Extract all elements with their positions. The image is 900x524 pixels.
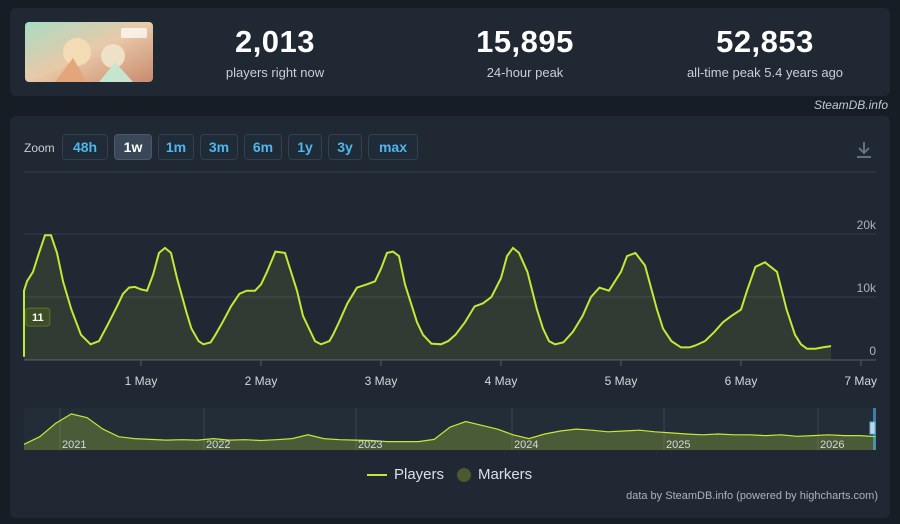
players-series-line [23,234,832,357]
navigator-line [23,413,877,445]
navigator-year-label: 2021 [62,439,86,451]
marker-label: 11 [32,312,44,324]
game-thumbnail[interactable] [25,22,153,82]
navigator-grip-handle [869,421,876,435]
legend-markers-label: Markers [478,466,533,483]
all-time-peak-label: all-time peak 5.4 years ago [686,65,844,80]
steamdb-credit-link[interactable]: SteamDB.info [813,98,888,112]
zoom-label: Zoom [24,141,55,155]
y-tick-label: 10k [857,281,877,295]
zoom-button-1m[interactable]: 1m [158,134,194,160]
grid-lines [24,171,876,361]
zoom-button-1y[interactable]: 1y [288,134,322,160]
navigator-year-label: 2023 [358,439,382,451]
highcharts-credit[interactable]: data by SteamDB.info (powered by highcha… [626,490,878,502]
x-tick-label: 7 May [844,374,877,388]
legend-dot-icon [457,467,471,482]
stat-24h-peak: 15,895 24-hour peak [450,24,600,80]
chart-panel: Zoom 48h 1w 1m 3m 6m 1y 3y max 0 10k 20k 1… [10,116,890,518]
stat-all-time-peak: 52,853 all-time peak 5.4 years ago [660,24,870,80]
current-players-value: 2,013 [234,24,316,59]
x-tick-label: 1 May [125,374,158,388]
zoom-button-max[interactable]: max [368,134,418,160]
y-axis-ticks: 0 10k 20k [857,218,877,358]
stats-panel: 2,013 players right now 15,895 24-hour p… [10,8,890,96]
navigator-year-label: 2026 [820,439,844,451]
all-time-peak-value: 52,853 [716,24,814,59]
zoom-button-3m[interactable]: 3m [200,134,238,160]
player-count-chart[interactable]: 0 10k 20k 1 May 2 May 3 May 4 May 5 May 6 May 7 … [10,116,890,416]
navigator-background [24,408,876,450]
x-tick-label: 4 May [485,374,518,388]
legend-players-label: Players [394,466,445,483]
x-axis-ticks: 1 May 2 May 3 May 4 May 5 May 6 May 7 May [125,360,877,388]
y-tick-label: 0 [869,344,876,358]
marker-annotation: 11 [25,307,51,327]
peak-24h-value: 15,895 [476,24,574,59]
navigator-year-label: 2022 [206,439,230,451]
legend-markers[interactable]: Markers [456,466,532,483]
navigator-area [24,413,876,450]
zoom-button-6m[interactable]: 6m [244,134,282,160]
x-tick-label: 5 May [605,374,638,388]
x-tick-label: 6 May [725,374,758,388]
players-area [24,235,831,360]
zoom-button-1w[interactable]: 1w [114,134,152,160]
marker-badge [25,307,51,327]
current-players-label: players right now [225,65,325,80]
zoom-button-3y[interactable]: 3y [328,134,362,160]
navigator-year-label: 2024 [514,439,538,451]
navigator-chart[interactable]: 2021 2022 2023 2024 2025 2026 [10,406,890,456]
y-tick-label: 20k [857,218,877,232]
peak-24h-label: 24-hour peak [486,65,564,80]
x-tick-label: 3 May [365,374,398,388]
legend-line-icon [367,473,387,476]
stat-current-players: 2,013 players right now [210,24,340,80]
download-icon[interactable] [852,138,876,162]
legend-players[interactable]: Players [366,466,444,483]
zoom-button-48h[interactable]: 48h [62,134,108,160]
x-tick-label: 2 May [245,374,278,388]
navigator-year-label: 2025 [666,439,690,451]
